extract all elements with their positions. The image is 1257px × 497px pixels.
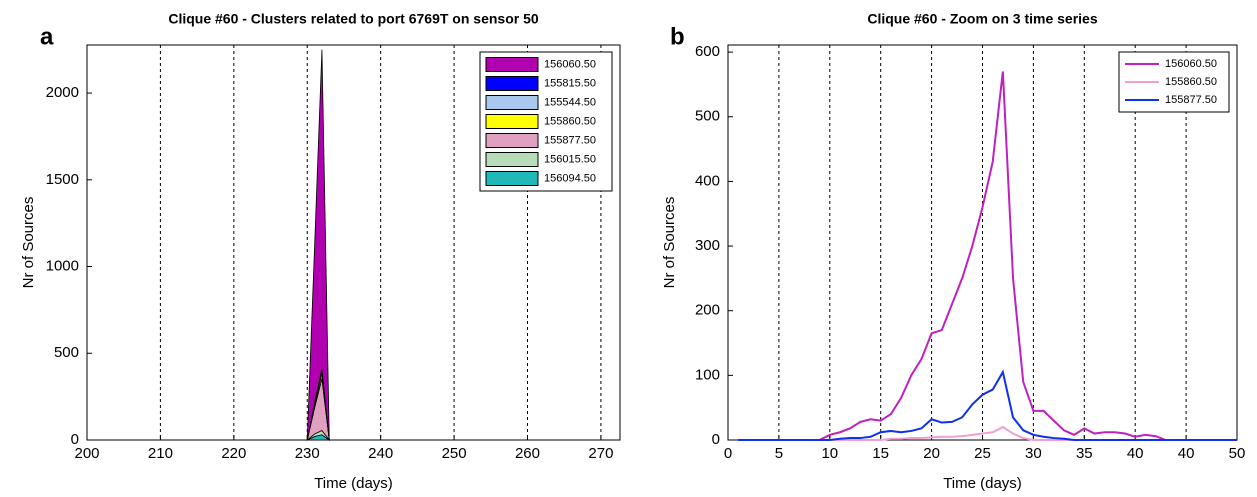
area	[306, 49, 330, 441]
legend-label: 155815.50	[544, 77, 596, 89]
y-tick-label: 600	[695, 43, 720, 60]
x-tick-label: 240	[368, 445, 393, 462]
legend-label: 155860.50	[544, 115, 596, 127]
y-tick-label: 0	[712, 431, 720, 448]
legend-swatch	[485, 152, 539, 167]
y-tick-label: 1000	[46, 257, 79, 274]
x-tick-label: 30	[1025, 445, 1042, 462]
chart-title: Clique #60 - Zoom on 3 time series	[867, 11, 1098, 27]
y-axis-label: Nr of Sources	[661, 197, 678, 289]
x-tick-label: 10	[821, 445, 838, 462]
x-tick-label: 0	[724, 445, 732, 462]
x-tick-label: 35	[1076, 445, 1093, 462]
y-tick-label: 100	[695, 366, 720, 383]
legend-swatch	[485, 171, 539, 186]
x-tick-label: 50	[1229, 445, 1246, 462]
x-tick-label: 250	[442, 445, 467, 462]
x-tick-label: 25	[974, 445, 991, 462]
y-tick-label: 400	[695, 172, 720, 189]
x-tick-label: 15	[872, 445, 889, 462]
x-tick-label: 20	[923, 445, 940, 462]
x-axis-label: Time (days)	[943, 475, 1022, 492]
legend-label: 156060.50	[544, 58, 596, 70]
legend-label: 156060.50	[1165, 58, 1217, 70]
x-tick-label: 270	[588, 445, 613, 462]
y-tick-label: 0	[71, 431, 79, 448]
legend-swatch	[485, 57, 539, 72]
y-tick-label: 1500	[46, 171, 79, 188]
x-tick-label: 210	[148, 445, 173, 462]
legend-label: 155877.50	[544, 134, 596, 146]
y-tick-label: 300	[695, 237, 720, 254]
x-tick-label: 40	[1127, 445, 1144, 462]
x-tick-label: 5	[775, 445, 783, 462]
x-tick-label: 200	[74, 445, 99, 462]
y-axis-label: Nr of Sources	[20, 197, 37, 289]
x-tick-label: 220	[221, 445, 246, 462]
y-tick-label: 2000	[46, 84, 79, 101]
x-axis-label: Time (days)	[314, 475, 393, 492]
x-tick-label: 260	[515, 445, 540, 462]
legend-label: 155544.50	[544, 96, 596, 108]
legend-label: 156094.50	[544, 172, 596, 184]
legend-label: 156015.50	[544, 153, 596, 165]
y-tick-label: 500	[54, 344, 79, 361]
legend-label: 155877.50	[1165, 94, 1217, 106]
chart-title: Clique #60 - Clusters related to port 67…	[168, 11, 539, 27]
legend-swatch	[485, 114, 539, 129]
legend-swatch	[485, 95, 539, 110]
y-tick-label: 200	[695, 302, 720, 319]
legend-swatch	[485, 133, 539, 148]
panel-label: a	[40, 23, 54, 50]
panel-label: b	[670, 23, 685, 50]
x-tick-label: 40	[1178, 445, 1195, 462]
x-tick-label: 230	[295, 445, 320, 462]
y-tick-label: 500	[695, 108, 720, 125]
legend-label: 155860.50	[1165, 76, 1217, 88]
line	[738, 369, 1237, 441]
legend-swatch	[485, 76, 539, 91]
